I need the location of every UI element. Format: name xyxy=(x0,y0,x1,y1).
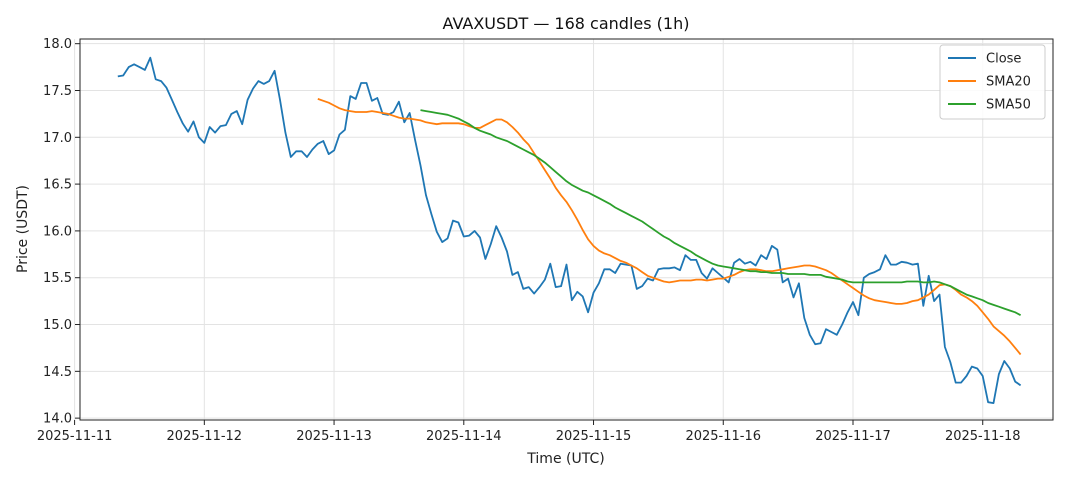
y-tick-label: 17.5 xyxy=(43,84,72,99)
y-tick-label: 18.0 xyxy=(43,37,72,52)
series-line-close xyxy=(117,56,1022,405)
x-tick-label: 2025-11-12 xyxy=(167,429,243,444)
y-axis-ticks: 14.0 14.5 15.0 15.5 16.0 16.5 17.0 17.5 18.0 xyxy=(43,37,80,427)
chart-title: AVAXUSDT — 168 candles (1h) xyxy=(443,14,690,33)
x-tick-label: 2025-11-15 xyxy=(556,429,632,444)
y-tick-label: 15.0 xyxy=(43,318,72,333)
x-tick-label: 2025-11-18 xyxy=(945,429,1021,444)
legend-label-sma50: SMA50 xyxy=(986,98,1031,113)
x-tick-label: 2025-11-13 xyxy=(296,429,372,444)
y-tick-label: 14.5 xyxy=(43,365,72,380)
legend: Close SMA20 SMA50 xyxy=(939,44,1046,120)
legend-box xyxy=(939,44,1046,120)
y-tick-label: 16.0 xyxy=(43,224,72,239)
x-tick-label: 2025-11-14 xyxy=(426,429,502,444)
x-axis-label: Time (UTC) xyxy=(526,451,604,467)
x-tick-label: 2025-11-17 xyxy=(815,429,891,444)
legend-label-sma20: SMA20 xyxy=(986,75,1031,90)
x-tick-label: 2025-11-11 xyxy=(37,429,113,444)
grid-lines xyxy=(74,39,1053,420)
y-tick-label: 16.5 xyxy=(43,178,72,193)
series-lines xyxy=(117,56,1022,405)
x-tick-label: 2025-11-16 xyxy=(685,429,761,444)
y-tick-label: 17.0 xyxy=(43,131,72,146)
series-line-sma50 xyxy=(420,109,1022,316)
plot-area-frame xyxy=(79,38,1054,421)
y-tick-label: 14.0 xyxy=(43,412,72,427)
series-line-sma20 xyxy=(317,98,1022,356)
x-axis-ticks: 2025-11-11 2025-11-12 2025-11-13 2025-11-14… xyxy=(37,420,1021,444)
legend-label-close: Close xyxy=(986,52,1021,67)
y-tick-label: 15.5 xyxy=(43,271,72,286)
y-axis-label: Price (USDT) xyxy=(15,185,31,273)
